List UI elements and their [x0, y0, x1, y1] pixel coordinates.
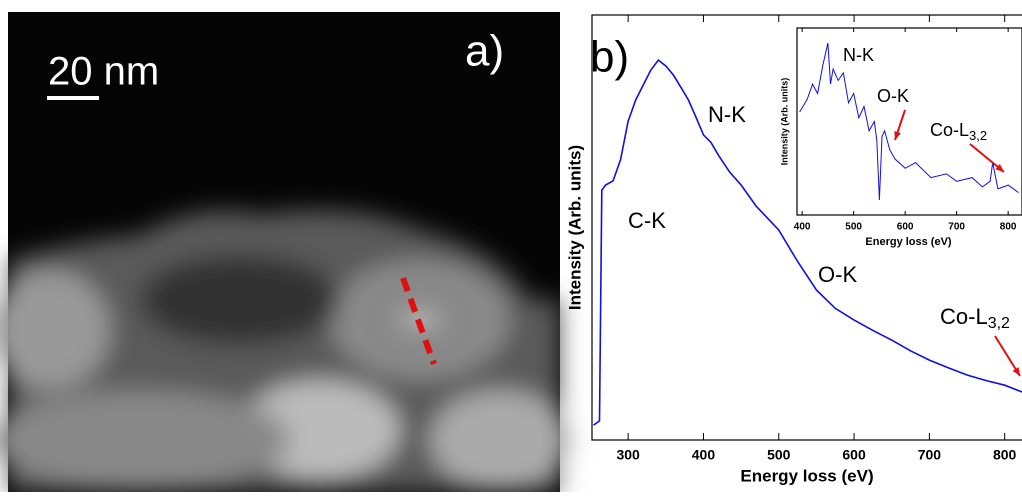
annotation: N-K: [843, 45, 874, 65]
annotation-subscript: 3,2: [988, 315, 1010, 332]
inset-background: [797, 28, 1020, 215]
annotation: Co-L3,2: [940, 304, 1010, 332]
annotation-subscript: 3,2: [969, 128, 987, 143]
panel-label: a): [465, 27, 504, 76]
annotation-text: C-K: [628, 208, 666, 233]
micrograph: 20 nm a): [0, 12, 570, 492]
annotation: O-K: [818, 262, 857, 287]
x-axis-title: Energy loss (eV): [865, 236, 952, 248]
x-tick-label: 600: [842, 447, 866, 463]
x-tick-label: 800: [1000, 222, 1017, 233]
annotation-text: O-K: [877, 86, 909, 106]
panel-label: b): [590, 33, 629, 82]
x-axis-title: Energy loss (eV): [740, 466, 873, 485]
x-tick-label: 600: [897, 222, 914, 233]
scale-bar-label: 20 nm: [48, 50, 159, 94]
y-axis-title: Intensity (Arb. units): [779, 78, 789, 166]
x-tick-label: 300: [616, 447, 640, 463]
y-axis-title: Intensity (Arb. units): [565, 145, 584, 310]
annotation-text: Co-L: [940, 304, 988, 329]
annotation-text: O-K: [818, 262, 857, 287]
x-tick-label: 700: [948, 222, 965, 233]
annotation-text: Co-L: [930, 120, 969, 140]
x-tick-label: 400: [692, 447, 716, 463]
x-tick-label: 500: [845, 222, 862, 233]
x-tick-label: 400: [794, 222, 811, 233]
x-tick-label: 700: [918, 447, 942, 463]
x-tick-label: 500: [767, 447, 791, 463]
x-tick-label: 800: [993, 447, 1017, 463]
annotation-text: N-K: [708, 102, 746, 127]
annotation-text: N-K: [843, 45, 874, 65]
annotation: N-K: [708, 102, 746, 127]
annotation: C-K: [628, 208, 666, 233]
annotation: O-K: [877, 86, 909, 106]
